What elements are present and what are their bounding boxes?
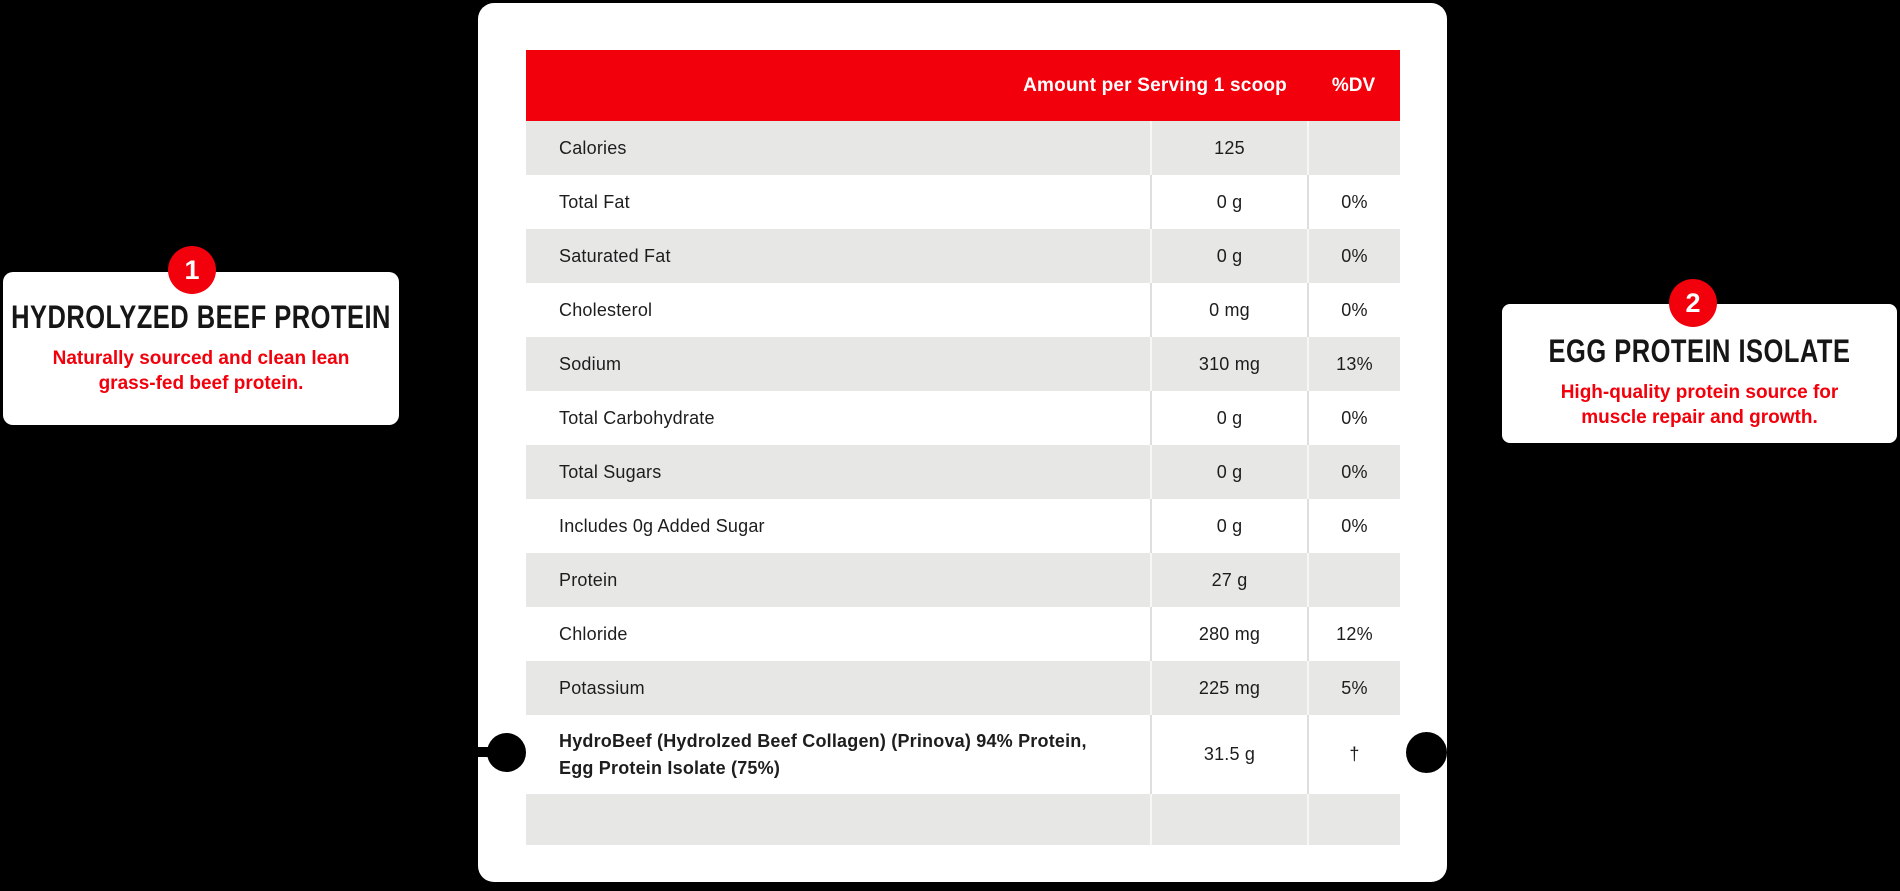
row-amount: 0 g bbox=[1150, 391, 1307, 445]
row-amount: 0 mg bbox=[1150, 283, 1307, 337]
table-row: Total Fat 0 g 0% bbox=[526, 175, 1400, 229]
row-amount: 125 bbox=[1150, 121, 1307, 175]
row-percent-dv bbox=[1307, 794, 1400, 845]
table-row: Total Carbohydrate 0 g 0% bbox=[526, 391, 1400, 445]
table-row: Calories 125 bbox=[526, 121, 1400, 175]
nutrition-facts-card: Amount per Serving 1 scoop %DV Calories … bbox=[478, 3, 1447, 882]
row-percent-dv: 13% bbox=[1307, 337, 1400, 391]
row-amount: 280 mg bbox=[1150, 607, 1307, 661]
table-row: Saturated Fat 0 g 0% bbox=[526, 229, 1400, 283]
row-label: Total Sugars bbox=[559, 461, 662, 482]
row-percent-dv: 0% bbox=[1307, 229, 1400, 283]
row-label: Total Fat bbox=[559, 191, 630, 212]
callout-description: Naturally sourced and clean lean grass-f… bbox=[3, 347, 399, 396]
callout-description: High-quality protein source for muscle r… bbox=[1502, 381, 1897, 430]
table-header-row: Amount per Serving 1 scoop %DV bbox=[526, 50, 1400, 121]
callout-number-badge-2: 2 bbox=[1669, 279, 1717, 327]
row-percent-dv bbox=[1307, 121, 1400, 175]
nutrition-facts-table: Amount per Serving 1 scoop %DV Calories … bbox=[526, 50, 1400, 845]
row-label: Total Carbohydrate bbox=[559, 407, 715, 428]
callout-title: EGG PROTEIN ISOLATE bbox=[1548, 332, 1851, 370]
table-body: Calories 125 Total Fat 0 g 0% Saturated … bbox=[526, 121, 1400, 845]
row-percent-dv: 5% bbox=[1307, 661, 1400, 715]
row-percent-dv bbox=[1307, 553, 1400, 607]
table-row: Sodium 310 mg 13% bbox=[526, 337, 1400, 391]
callout-number-badge-1: 1 bbox=[168, 246, 216, 294]
callout-description-line: High-quality protein source for bbox=[1560, 382, 1839, 403]
row-amount: 27 g bbox=[1150, 553, 1307, 607]
callout-title: HYDROLYZED BEEF PROTEIN bbox=[11, 298, 391, 336]
row-amount: 31.5 g bbox=[1150, 715, 1307, 794]
row-label: Chloride bbox=[559, 623, 628, 644]
callout-egg-protein-isolate: EGG PROTEIN ISOLATE High-quality protein… bbox=[1502, 304, 1897, 443]
callout-description-line: muscle repair and growth. bbox=[1581, 406, 1818, 428]
callout-hydrolyzed-beef-protein: HYDROLYZED BEEF PROTEIN Naturally source… bbox=[3, 272, 399, 425]
row-label: Cholesterol bbox=[559, 299, 653, 320]
table-row: Chloride 280 mg 12% bbox=[526, 607, 1400, 661]
row-label bbox=[526, 794, 1150, 845]
row-label: Protein bbox=[559, 569, 618, 590]
table-row: Includes 0g Added Sugar 0 g 0% bbox=[526, 499, 1400, 553]
row-percent-dv: 0% bbox=[1307, 391, 1400, 445]
row-amount: 0 g bbox=[1150, 229, 1307, 283]
header-percent-dv: %DV bbox=[1331, 74, 1376, 96]
row-label: HydroBeef (Hydrolzed Beef Collagen) (Pri… bbox=[559, 731, 1087, 778]
row-percent-dv: 0% bbox=[1307, 445, 1400, 499]
row-label: Sodium bbox=[559, 353, 622, 374]
left-connector-dot bbox=[487, 733, 526, 772]
row-percent-dv: 12% bbox=[1307, 607, 1400, 661]
row-amount: 0 g bbox=[1150, 499, 1307, 553]
row-label: Calories bbox=[559, 137, 627, 158]
row-label: Potassium bbox=[559, 677, 645, 698]
right-connector-dot bbox=[1406, 732, 1447, 773]
header-amount-per-serving: Amount per Serving 1 scoop bbox=[1023, 74, 1287, 96]
row-label: Saturated Fat bbox=[559, 245, 671, 266]
table-row: Total Sugars 0 g 0% bbox=[526, 445, 1400, 499]
left-connector-stem bbox=[462, 747, 496, 757]
callout-description-line: Naturally sourced and clean lean bbox=[52, 348, 350, 369]
row-amount: 310 mg bbox=[1150, 337, 1307, 391]
row-amount: 0 g bbox=[1150, 445, 1307, 499]
table-row: Protein 27 g bbox=[526, 553, 1400, 607]
row-amount bbox=[1150, 794, 1307, 845]
table-row bbox=[526, 794, 1400, 845]
table-row: HydroBeef (Hydrolzed Beef Collagen) (Pri… bbox=[526, 715, 1400, 794]
row-amount: 225 mg bbox=[1150, 661, 1307, 715]
row-percent-dv: 0% bbox=[1307, 499, 1400, 553]
row-label: Includes 0g Added Sugar bbox=[559, 515, 765, 536]
table-row: Potassium 225 mg 5% bbox=[526, 661, 1400, 715]
row-percent-dv: 0% bbox=[1307, 283, 1400, 337]
row-percent-dv: † bbox=[1307, 715, 1400, 794]
row-amount: 0 g bbox=[1150, 175, 1307, 229]
callout-description-line: grass-fed beef protein. bbox=[98, 372, 304, 394]
table-row: Cholesterol 0 mg 0% bbox=[526, 283, 1400, 337]
row-percent-dv: 0% bbox=[1307, 175, 1400, 229]
